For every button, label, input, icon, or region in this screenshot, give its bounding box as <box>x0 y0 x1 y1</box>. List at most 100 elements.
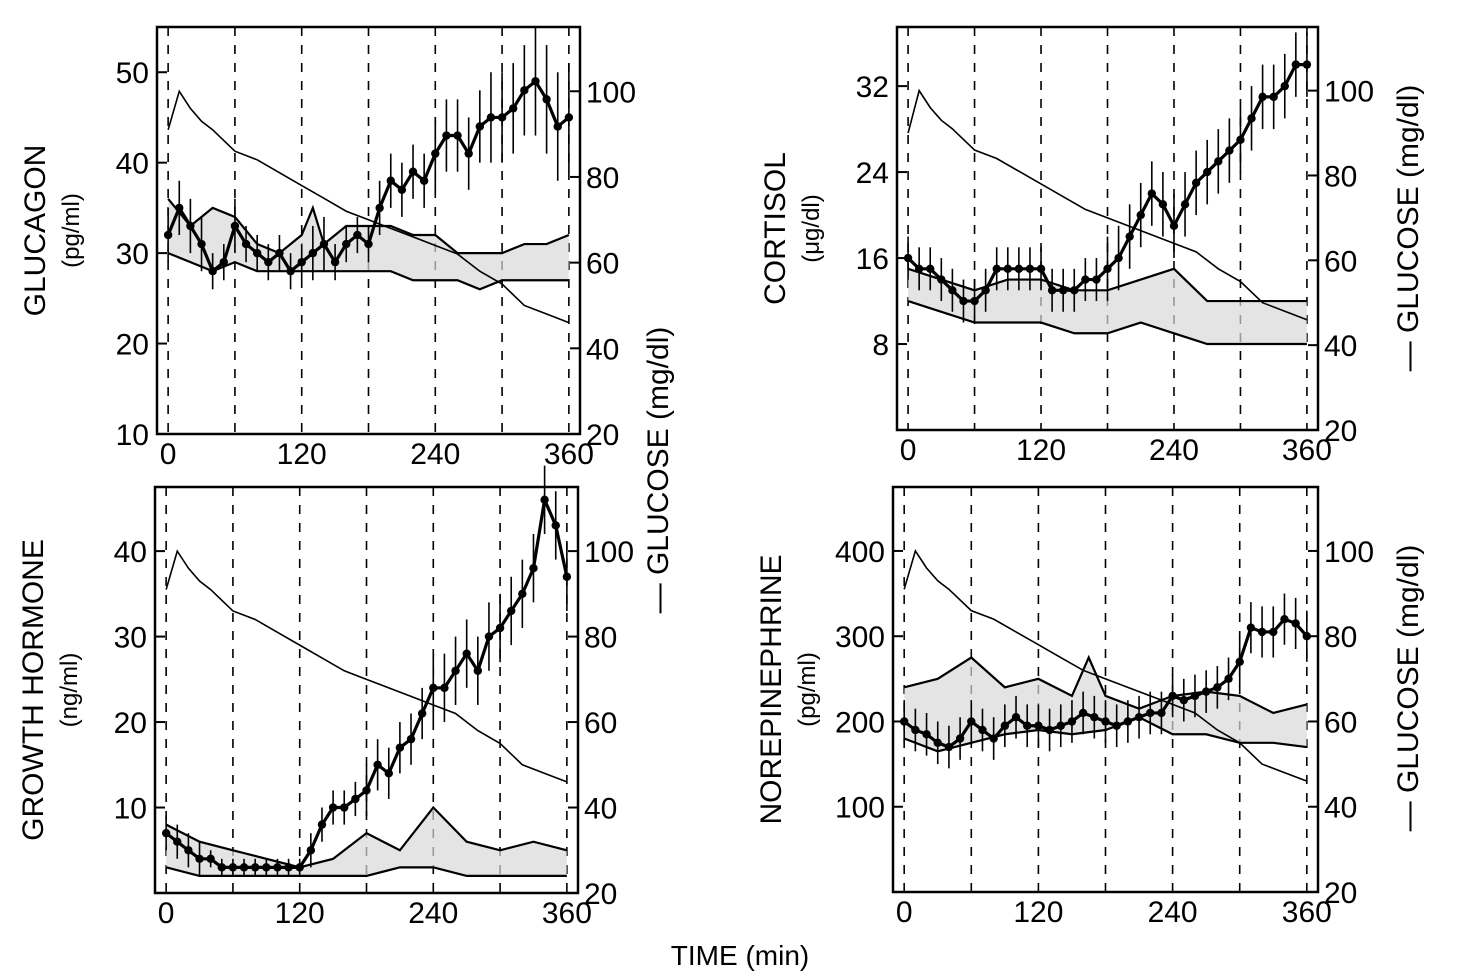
hormone-mean-point <box>1003 264 1012 273</box>
x-tick-label: 0 <box>896 896 913 929</box>
hormone-mean-point <box>955 734 965 743</box>
right-tick-label: 60 <box>584 707 617 740</box>
hormone-mean-point <box>1235 657 1244 666</box>
left-tick-label: 300 <box>835 621 885 654</box>
hormone-mean-point <box>484 632 494 641</box>
hormone-mean-point <box>440 683 449 693</box>
x-tick-label: 240 <box>410 438 460 471</box>
left-tick-label: 20 <box>116 329 149 362</box>
hormone-mean-point <box>1078 708 1088 718</box>
panel-top-left: 10 20 30 40 50 20 40 60 80 100 0 120 240 360 GLUCAGON(… <box>19 25 636 471</box>
hormone-mean-point <box>1036 264 1046 273</box>
left-tick-label: 30 <box>116 238 149 271</box>
panel-bottom-right: 100 200 300 400 20 40 60 80 100 0 120 240 360 NOREPIN… <box>755 485 1425 929</box>
hormone-mean-point <box>1125 232 1134 241</box>
hormone-mean-point <box>1269 92 1278 102</box>
hormone-mean-point <box>922 730 931 739</box>
hormone-mean-point <box>395 743 405 752</box>
hormone-mean-point <box>1213 683 1222 692</box>
hormone-mean-point <box>959 296 968 306</box>
hormone-mean-point <box>1302 60 1312 69</box>
control-sem-boundary <box>167 252 569 291</box>
hormone-mean-point <box>328 803 338 812</box>
x-tick-label: 240 <box>1148 896 1198 929</box>
y-axis-unit: (pg/ml) <box>794 652 821 727</box>
hormone-mean-point <box>1168 691 1177 701</box>
left-tick-label: 20 <box>114 707 147 740</box>
hormone-mean-point <box>1203 167 1212 177</box>
hormone-mean-point <box>507 606 516 616</box>
x-tick-label: 360 <box>542 897 592 930</box>
hormone-mean-point <box>1302 632 1312 641</box>
right-tick-label: 20 <box>584 878 617 911</box>
hormone-mean-point <box>551 521 560 530</box>
hormone-mean-point <box>1246 623 1256 632</box>
hormone-mean-point <box>553 122 562 131</box>
hormone-mean-point <box>967 717 976 726</box>
hormone-mean-point <box>1025 264 1035 273</box>
hormone-mean-point <box>286 267 295 276</box>
hormone-mean-point <box>1070 286 1079 295</box>
hormone-mean-point <box>540 495 549 505</box>
hormone-mean-point <box>944 742 954 752</box>
hormone-mean-point <box>1224 674 1233 684</box>
hormone-mean-point <box>340 803 349 812</box>
hormone-mean-point <box>1047 286 1057 295</box>
hormone-mean-point <box>989 734 998 743</box>
hormone-mean-point <box>195 854 204 864</box>
hormone-mean-point <box>1157 708 1166 718</box>
hormone-mean-point <box>1056 721 1065 730</box>
right-tick-label: 100 <box>1324 76 1374 109</box>
hormone-mean-point <box>342 239 351 249</box>
left-tick-label: 30 <box>114 622 147 655</box>
hormone-mean-point <box>319 239 329 249</box>
hormone-mean-point <box>297 257 306 267</box>
hormone-mean-point <box>317 820 327 829</box>
hormone-mean-point <box>208 267 217 276</box>
hormone-mean-point <box>330 257 340 267</box>
hormone-mean-point <box>217 863 226 872</box>
hormone-mean-point <box>1247 114 1256 123</box>
hormone-mean-point <box>520 86 529 95</box>
hormone-mean-point <box>228 863 238 872</box>
hormone-mean-point <box>1257 627 1267 637</box>
hormone-mean-point <box>981 286 990 295</box>
hormone-mean-point <box>542 95 551 104</box>
hormone-mean-point <box>1291 60 1301 69</box>
hormone-mean-point <box>1090 713 1099 722</box>
hormone-mean-point <box>1158 200 1168 209</box>
left-tick-label: 200 <box>835 706 885 739</box>
hormone-mean-point <box>1114 253 1123 263</box>
hormone-mean-point <box>451 666 460 675</box>
hormone-mean-point <box>1103 264 1112 273</box>
hormone-mean-point <box>284 863 293 872</box>
hormone-mean-point <box>562 572 572 581</box>
hormone-mean-point <box>529 564 538 573</box>
hormone-mean-point <box>375 203 384 213</box>
hormone-mean-point <box>1000 721 1010 730</box>
hormone-mean-point <box>1280 614 1289 624</box>
x-tick-label: 0 <box>160 438 177 471</box>
hormone-mean-point <box>408 167 418 176</box>
hormone-mean-point <box>992 264 1001 273</box>
hormone-mean-point <box>531 77 540 86</box>
hormone-mean-point <box>431 149 440 158</box>
hormone-mean-point <box>1169 221 1179 231</box>
hormone-mean-point <box>1058 286 1068 295</box>
hormone-mean-point <box>933 738 942 747</box>
hormone-mean-point <box>1134 713 1144 722</box>
hormone-mean-point <box>1214 157 1223 166</box>
hormone-mean-point <box>497 113 507 122</box>
glucose-line <box>903 549 1308 782</box>
right-axis-label: — GLUCOSE (mg/dl) <box>1392 85 1425 372</box>
hormone-mean-point <box>173 837 182 846</box>
x-tick-label: 120 <box>277 438 327 471</box>
hormone-mean-point <box>1179 695 1188 705</box>
hormone-mean-point <box>1034 721 1043 730</box>
x-tick-label: 360 <box>1282 434 1332 467</box>
hormone-mean-point <box>275 248 284 258</box>
right-tick-label: 80 <box>1324 160 1357 193</box>
glucose-line <box>167 89 570 324</box>
hormone-mean-point <box>970 296 979 306</box>
hormone-mean-point <box>1269 627 1278 637</box>
